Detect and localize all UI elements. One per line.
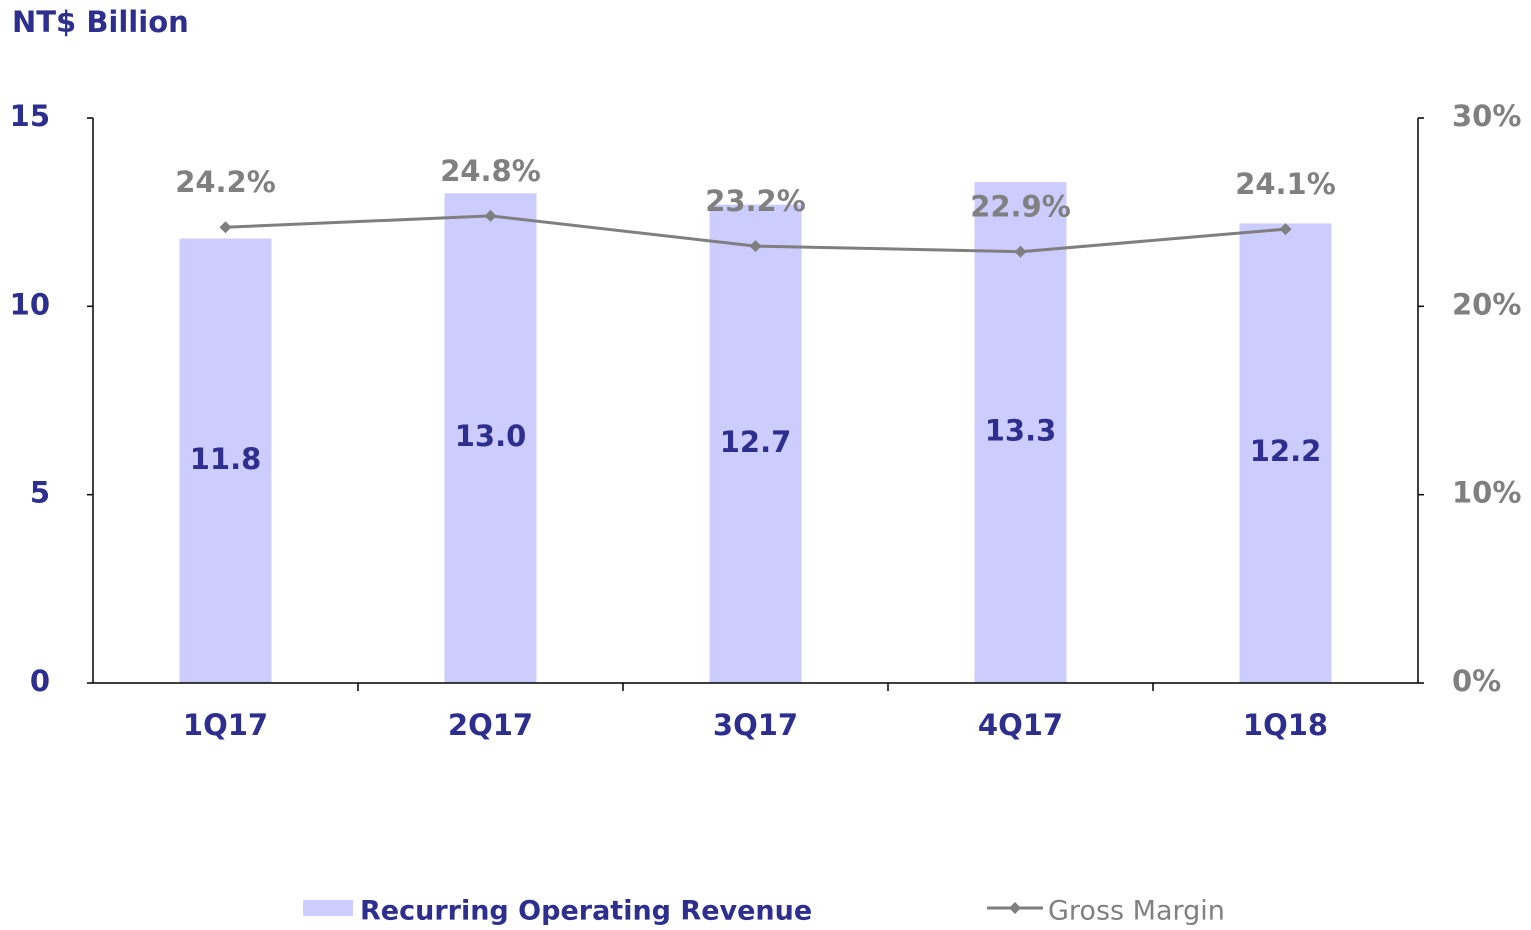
legend-label: Gross Margin [1048,896,1225,927]
bar-value-label: 13.3 [985,414,1057,448]
x-tick-label: 3Q17 [713,708,798,742]
y-tick-label: 0 [30,664,50,698]
line-value-label: 23.2% [705,184,806,218]
bar-value-label: 11.8 [190,442,262,476]
bar [974,182,1067,684]
line-value-label: 24.1% [1235,167,1336,201]
line-marker [1279,223,1292,236]
bar-value-label: 13.0 [455,419,527,453]
legend-swatch [303,900,353,916]
line-marker [219,221,232,234]
line-value-label: 24.2% [175,165,276,199]
y2-tick-label: 20% [1452,287,1521,321]
x-tick-label: 1Q18 [1243,708,1328,742]
x-tick-label: 4Q17 [978,708,1063,742]
x-tick-label: 1Q17 [183,708,268,742]
line-marker [749,240,762,253]
line-marker [484,209,497,222]
y-tick-label: 10 [10,287,50,321]
x-tick-label: 2Q17 [448,708,533,742]
line-value-label: 22.9% [970,190,1071,224]
y2-tick-label: 30% [1452,99,1521,133]
bar [1239,223,1332,683]
line-marker [1014,245,1027,258]
bar [179,238,272,684]
bar-value-label: 12.2 [1250,434,1322,468]
y-tick-label: 5 [30,476,50,510]
y-axis-title: NT$ Billion [12,5,189,39]
y-tick-label: 15 [10,99,50,133]
y2-tick-label: 0% [1452,664,1501,698]
bar-value-label: 12.7 [720,425,792,459]
bar [709,204,802,683]
bar [444,193,537,684]
y2-tick-label: 10% [1452,476,1521,510]
legend-label: Recurring Operating Revenue [360,896,812,927]
line-value-label: 24.8% [440,154,541,188]
legend-marker [1009,902,1021,914]
